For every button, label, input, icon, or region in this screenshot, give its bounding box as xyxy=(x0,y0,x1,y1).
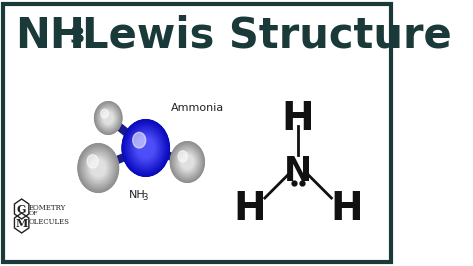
Text: NH: NH xyxy=(129,190,146,200)
Circle shape xyxy=(87,155,98,168)
Text: M: M xyxy=(16,218,28,229)
Circle shape xyxy=(129,128,162,168)
Circle shape xyxy=(181,155,193,169)
Text: G: G xyxy=(17,204,26,215)
Circle shape xyxy=(99,107,118,129)
Circle shape xyxy=(102,110,114,126)
Circle shape xyxy=(173,144,202,180)
Circle shape xyxy=(135,135,157,161)
Circle shape xyxy=(123,120,169,176)
Text: OF: OF xyxy=(28,211,38,216)
Circle shape xyxy=(131,130,161,166)
Circle shape xyxy=(100,108,117,128)
Circle shape xyxy=(100,109,116,127)
Text: H: H xyxy=(282,100,315,138)
Circle shape xyxy=(96,103,121,133)
Circle shape xyxy=(101,109,108,118)
Text: 3: 3 xyxy=(142,193,148,202)
Circle shape xyxy=(179,152,195,172)
Circle shape xyxy=(95,102,122,134)
Circle shape xyxy=(80,147,116,189)
Circle shape xyxy=(137,138,154,158)
Circle shape xyxy=(132,132,146,148)
Text: H: H xyxy=(234,190,266,228)
Circle shape xyxy=(178,151,187,162)
Text: EOMETRY: EOMETRY xyxy=(28,204,66,212)
Circle shape xyxy=(87,154,110,182)
Circle shape xyxy=(95,102,122,134)
Circle shape xyxy=(126,125,165,171)
Circle shape xyxy=(88,155,109,181)
Circle shape xyxy=(175,148,199,176)
Circle shape xyxy=(124,122,168,174)
Text: NH: NH xyxy=(15,15,85,57)
Text: Ammonia: Ammonia xyxy=(171,103,224,113)
Text: OLECULES: OLECULES xyxy=(28,218,70,226)
Circle shape xyxy=(83,149,114,186)
Circle shape xyxy=(176,149,198,175)
Circle shape xyxy=(84,151,113,185)
Circle shape xyxy=(103,111,114,125)
Circle shape xyxy=(171,142,204,182)
Circle shape xyxy=(171,142,204,182)
Circle shape xyxy=(89,157,108,179)
Circle shape xyxy=(128,127,164,169)
Circle shape xyxy=(97,105,119,131)
Circle shape xyxy=(174,146,201,178)
Text: H: H xyxy=(330,190,363,228)
Circle shape xyxy=(101,110,115,127)
Text: N: N xyxy=(284,155,312,188)
Text: Lewis Structure: Lewis Structure xyxy=(82,15,451,57)
Circle shape xyxy=(136,136,156,160)
Circle shape xyxy=(85,152,111,184)
Circle shape xyxy=(123,120,169,176)
Circle shape xyxy=(98,106,118,130)
Circle shape xyxy=(133,133,158,163)
Circle shape xyxy=(78,144,118,192)
Circle shape xyxy=(172,143,203,181)
Circle shape xyxy=(178,151,196,173)
Circle shape xyxy=(180,154,194,170)
Circle shape xyxy=(104,112,113,124)
Circle shape xyxy=(96,104,120,132)
Circle shape xyxy=(132,131,159,165)
Circle shape xyxy=(90,158,106,178)
Text: 3: 3 xyxy=(70,27,85,47)
Circle shape xyxy=(82,148,115,188)
Circle shape xyxy=(177,150,197,174)
Circle shape xyxy=(175,147,200,177)
Circle shape xyxy=(125,123,166,173)
Circle shape xyxy=(91,159,105,177)
Circle shape xyxy=(79,146,117,191)
Circle shape xyxy=(78,144,118,192)
